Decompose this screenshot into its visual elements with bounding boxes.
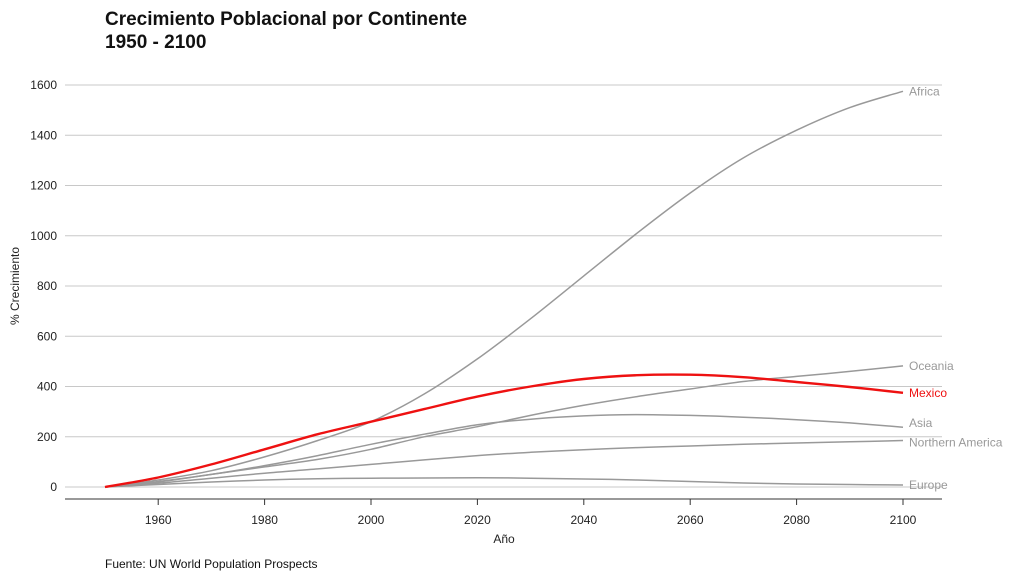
y-tick-labels: 0 200 400 600 800 1000 1200 1400 1600 bbox=[30, 78, 57, 494]
y-tick-label: 1200 bbox=[30, 179, 57, 193]
x-tick-label: 2020 bbox=[464, 513, 491, 527]
y-axis-label: % Crecimiento bbox=[8, 247, 22, 325]
series-lines bbox=[104, 90, 904, 489]
series-labels: Africa Oceania Asia Northern America Europe M… bbox=[909, 84, 1003, 492]
series-label-northern-america: Northern America bbox=[909, 436, 1003, 450]
series-label-asia: Asia bbox=[909, 416, 933, 430]
x-tick-label: 1980 bbox=[251, 513, 278, 527]
y-tick-label: 400 bbox=[37, 380, 57, 394]
chart-title: Crecimiento Poblacional por Continente 1… bbox=[105, 8, 467, 54]
y-tick-label: 800 bbox=[37, 279, 57, 293]
series-line-mexico bbox=[104, 373, 904, 489]
y-tick-label: 1000 bbox=[30, 229, 57, 243]
y-tick-label: 600 bbox=[37, 329, 57, 343]
x-tick-label: 2060 bbox=[677, 513, 704, 527]
series-label-europe: Europe bbox=[909, 478, 948, 492]
x-axis-label: Año bbox=[493, 532, 515, 546]
series-line-northern-america bbox=[104, 439, 904, 488]
series-label-oceania: Oceania bbox=[909, 359, 954, 373]
title-line-1: Crecimiento Poblacional por Continente bbox=[105, 9, 468, 30]
x-tick-label: 2080 bbox=[783, 513, 810, 527]
x-tick-label: 2040 bbox=[570, 513, 597, 527]
y-tick-label: 0 bbox=[50, 480, 57, 494]
series-line-europe bbox=[104, 476, 904, 488]
title-line-2: 1950 - 2100 bbox=[105, 32, 207, 53]
source-note: Fuente: UN World Population Prospects bbox=[105, 557, 318, 571]
series-line-oceania bbox=[104, 365, 904, 488]
series-line-asia bbox=[104, 413, 904, 488]
x-tick-label: 2100 bbox=[890, 513, 917, 527]
x-tick-label: 2000 bbox=[358, 513, 385, 527]
series-label-africa: Africa bbox=[909, 84, 940, 98]
y-tick-label: 1600 bbox=[30, 78, 57, 92]
grid-lines bbox=[65, 84, 942, 488]
y-tick-label: 200 bbox=[37, 430, 57, 444]
series-line-africa bbox=[104, 90, 904, 488]
x-tick-label: 1960 bbox=[145, 513, 172, 527]
y-tick-label: 1400 bbox=[30, 128, 57, 142]
x-axis: 1960 1980 2000 2020 2040 2060 2080 2100 bbox=[65, 498, 942, 527]
series-label-mexico: Mexico bbox=[909, 386, 947, 400]
